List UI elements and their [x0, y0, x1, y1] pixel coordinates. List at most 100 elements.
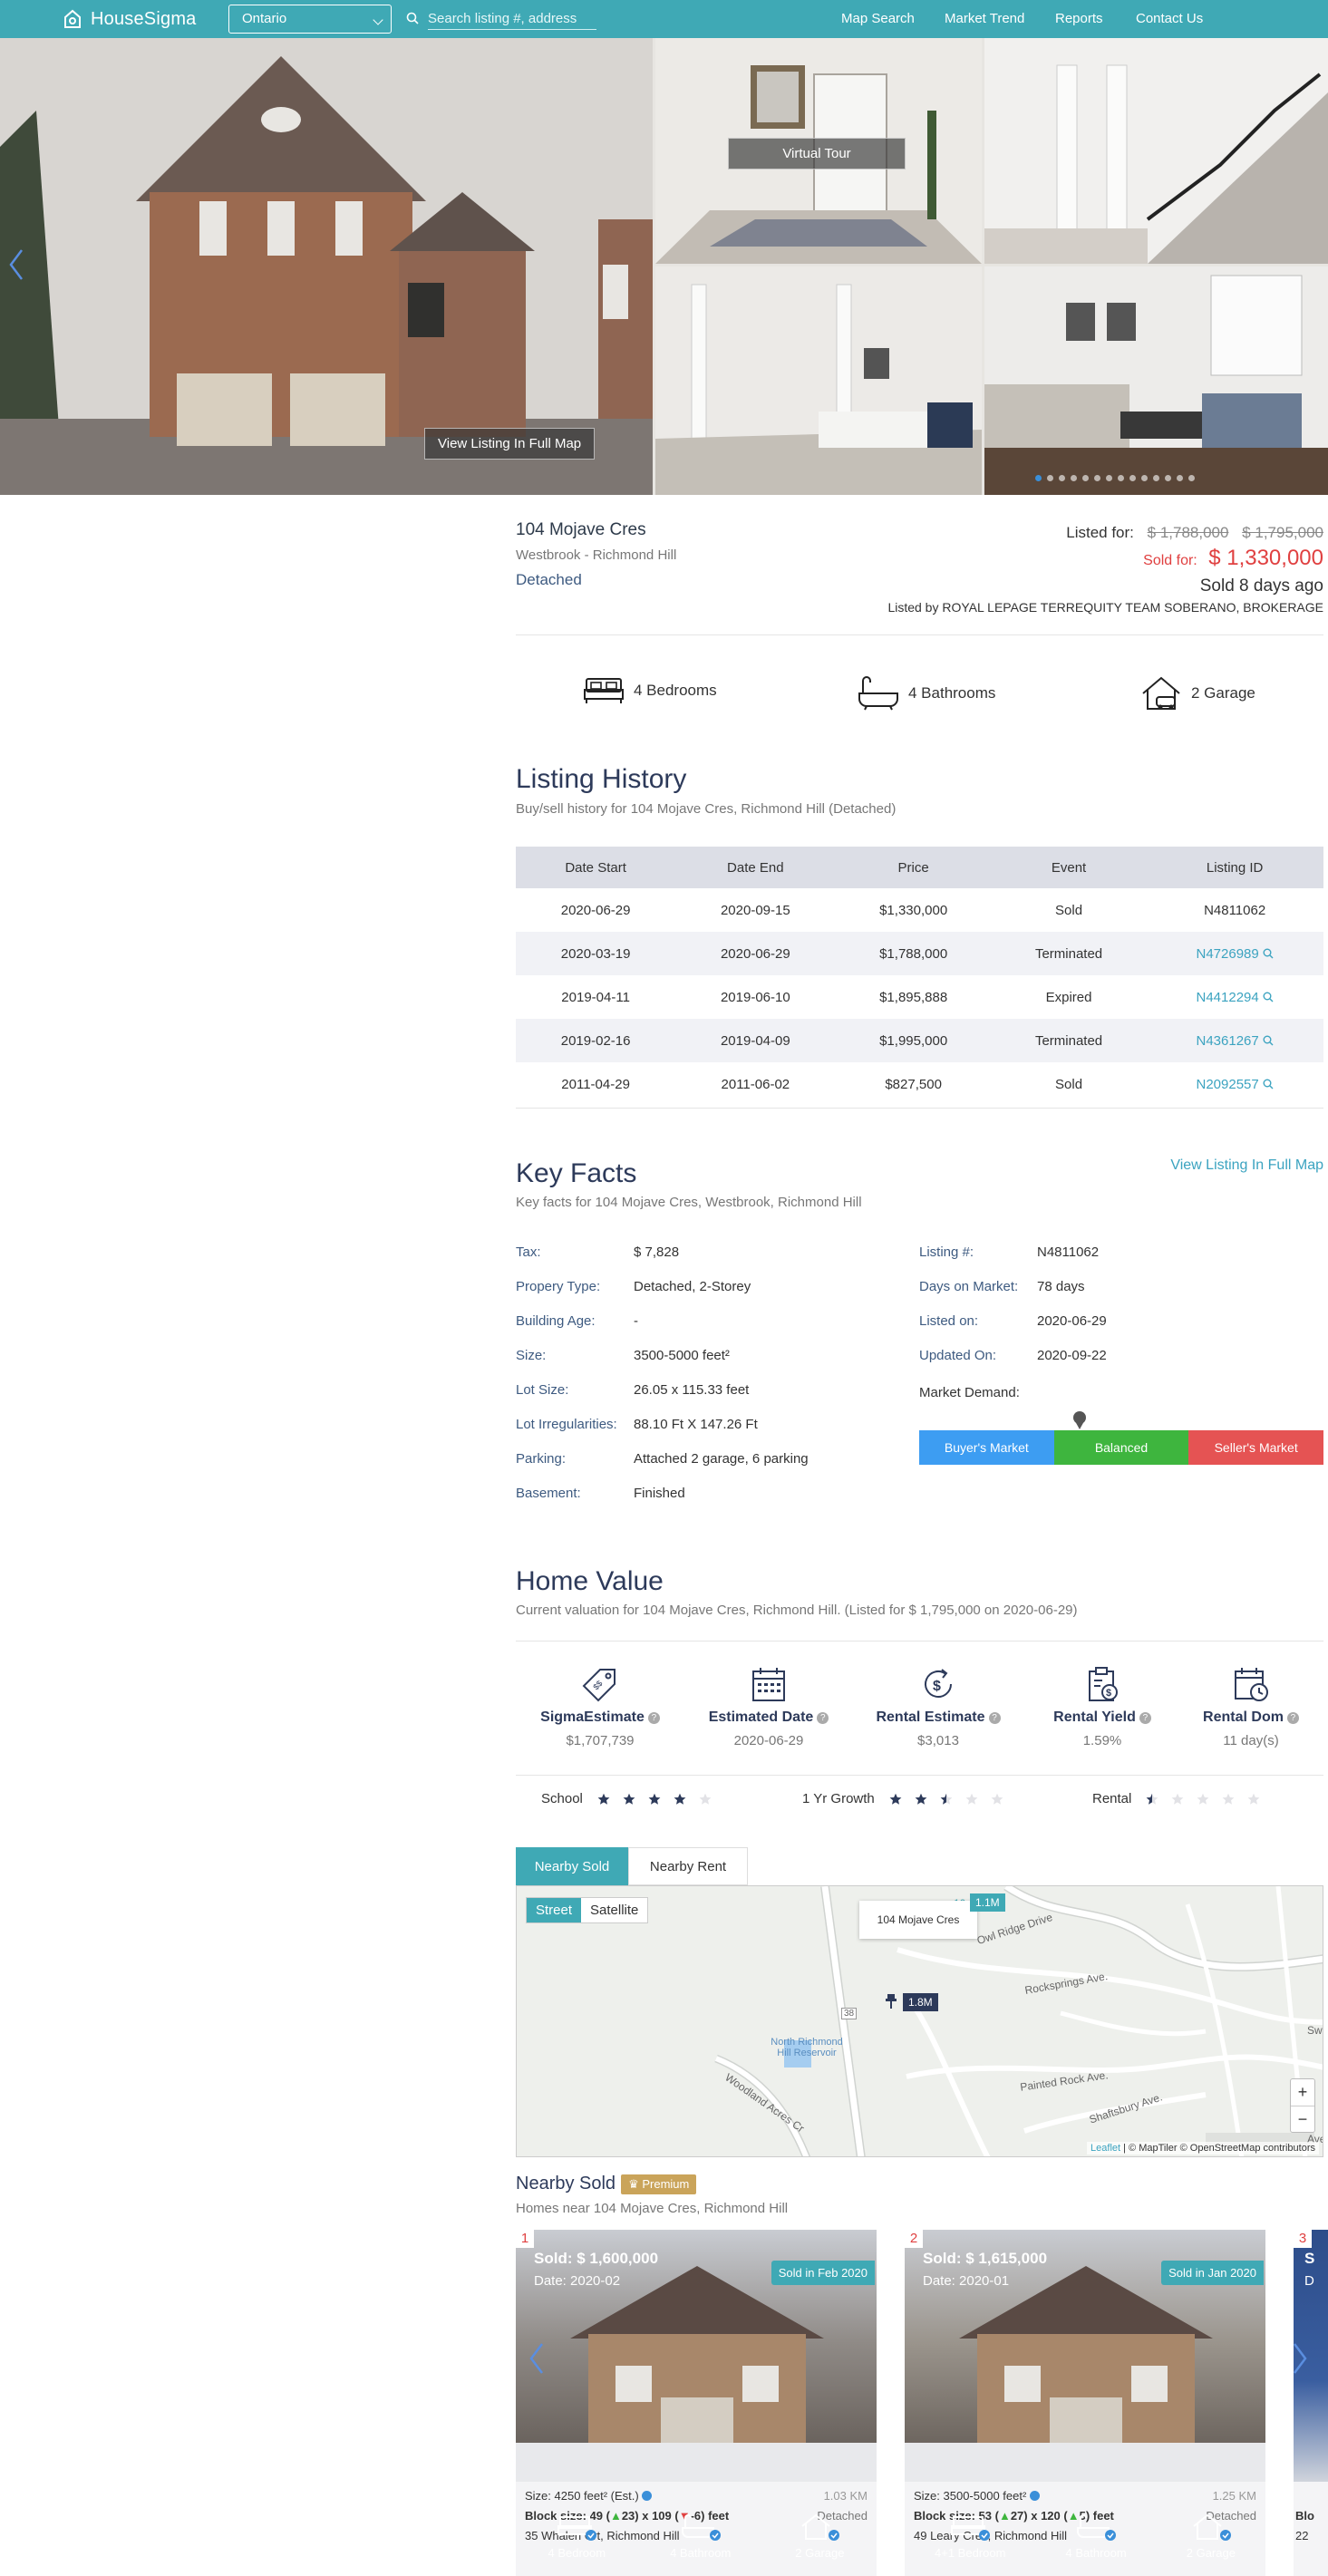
tab-nearby-rent[interactable]: Nearby Rent	[628, 1847, 748, 1885]
nav-market-trend[interactable]: Market Trend	[945, 11, 1025, 26]
table-row: 2019-04-11 2019-06-10 $1,895,888 Expired…	[516, 975, 1323, 1019]
card-property-type: Detached	[1206, 2509, 1256, 2523]
segment-buyers-market: Buyer's Market	[919, 1430, 1054, 1465]
photo-staircase[interactable]	[984, 38, 1328, 264]
photo-gallery: View Listing In Full Map Virtual Tour	[0, 38, 1328, 495]
verified-icon	[642, 2491, 653, 2501]
gallery-dot[interactable]	[1153, 475, 1159, 481]
card-block-row: Blo	[1295, 2509, 1314, 2523]
table-row: 2020-03-19 2020-06-29 $1,788,000 Termina…	[516, 932, 1323, 975]
help-icon[interactable]: ?	[647, 1712, 660, 1724]
carousel-next-arrow[interactable]	[1291, 2340, 1309, 2377]
gallery-dot[interactable]	[1059, 475, 1065, 481]
cell-start: 2020-06-29	[516, 888, 676, 932]
nearby-sold-card[interactable]: 1 Sold: $ 1,600,000 Date: 2020-02 Sold in F…	[516, 2230, 877, 2576]
listing-id-link[interactable]: N4412294	[1146, 975, 1323, 1019]
tab-nearby-sold[interactable]: Nearby Sold	[516, 1847, 628, 1885]
nav-map-search[interactable]: Map Search	[841, 11, 915, 26]
gallery-dot[interactable]	[1188, 475, 1195, 481]
fact-value: -	[634, 1313, 638, 1329]
gallery-dot[interactable]	[1047, 475, 1053, 481]
cell-event: Expired	[991, 975, 1147, 1019]
nearby-map[interactable]: Owl Ridge Drive Rocksprings Ave. Painted…	[516, 1885, 1323, 2157]
photo-foyer[interactable]: Virtual Tour	[655, 38, 982, 264]
listed-for-prices: Listed for: $ 1,788,000 $ 1,795,000	[1066, 524, 1323, 542]
carousel-prev-arrow[interactable]	[528, 2340, 546, 2377]
rating-school: School	[541, 1791, 712, 1806]
gallery-dot[interactable]	[1071, 475, 1077, 481]
card-sold-price: Sold: $ 1,600,000	[534, 2250, 659, 2267]
nav-contact-us[interactable]: Contact Us	[1136, 11, 1204, 26]
card-rank: 1	[516, 2230, 534, 2248]
fact-key: Parking:	[516, 1451, 567, 1467]
gallery-dot[interactable]	[1106, 475, 1112, 481]
listing-type: Detached	[516, 571, 582, 588]
listing-id-link[interactable]: N4726989	[1146, 932, 1323, 975]
gallery-dot[interactable]	[1118, 475, 1124, 481]
card-bathrooms: 4 Bathroom	[670, 2513, 731, 2560]
fact-value: Detached, 2-Storey	[634, 1279, 751, 1294]
main-photo[interactable]: View Listing In Full Map	[0, 38, 653, 495]
card-info: Blo 22	[1294, 2482, 1328, 2576]
search-icon	[1263, 992, 1274, 1002]
help-icon[interactable]: ?	[817, 1712, 829, 1724]
fact-value: 88.10 Ft X 147.26 Ft	[634, 1417, 758, 1432]
card-address[interactable]: 35 Whalen Crt, Richmond Hill	[525, 2529, 680, 2542]
map-street-button[interactable]: Street	[527, 1898, 582, 1922]
listing-id-link[interactable]: N2092557	[1146, 1062, 1323, 1106]
table-row: 2020-06-29 2020-09-15 $1,330,000 Sold N4…	[516, 888, 1323, 932]
gallery-dot[interactable]	[1094, 475, 1100, 481]
home-value-subtitle: Current valuation for 104 Mojave Cres, R…	[516, 1603, 1078, 1618]
estimated-date: Estimated Date? 2020-06-29	[689, 1664, 848, 1748]
price-marker[interactable]: 1.8M	[903, 1993, 938, 2011]
map-satellite-button[interactable]: Satellite	[590, 1903, 639, 1918]
gallery-dot[interactable]	[1165, 475, 1171, 481]
rental-estimate-value: $3,013	[917, 1733, 959, 1748]
chevron-down-icon	[373, 15, 383, 25]
virtual-tour-button[interactable]: Virtual Tour	[728, 138, 906, 169]
help-icon[interactable]: ?	[1139, 1712, 1151, 1724]
help-icon[interactable]: ?	[988, 1712, 1001, 1724]
star-icon	[1222, 1793, 1235, 1805]
view-full-map-link[interactable]: View Listing In Full Map	[1170, 1157, 1323, 1173]
gallery-dot[interactable]	[1035, 475, 1042, 481]
photo-living-room[interactable]	[655, 266, 982, 495]
cell-price: $827,500	[835, 1062, 992, 1106]
zoom-out-button[interactable]: −	[1297, 2110, 1308, 2128]
cell-start: 2011-04-29	[516, 1062, 676, 1106]
arrow-up-icon: ▲	[1067, 2509, 1080, 2523]
gallery-dot[interactable]	[1141, 475, 1148, 481]
nearby-sold-card[interactable]: 3 S D Blo 22	[1294, 2230, 1328, 2576]
key-facts-title: Key Facts	[516, 1158, 637, 1188]
view-full-map-button[interactable]: View Listing In Full Map	[424, 428, 596, 460]
gallery-prev-arrow[interactable]	[7, 247, 25, 283]
search-input[interactable]	[428, 8, 596, 30]
help-icon[interactable]: ?	[1286, 1712, 1299, 1724]
brand-logo[interactable]: HouseSigma	[62, 7, 197, 31]
rental-yield-label: Rental Yield	[1053, 1709, 1136, 1725]
nearby-sold-card[interactable]: 2 Sold: $ 1,615,000 Date: 2020-01 Sold in J…	[905, 2230, 1265, 2576]
gallery-dot[interactable]	[1177, 475, 1183, 481]
staircase-photo	[984, 38, 1328, 264]
zoom-in-button[interactable]: +	[1291, 2079, 1314, 2106]
fact-value: 26.05 x 115.33 feet	[634, 1382, 750, 1398]
card-size: Size: 4250 feet² (Est.)	[525, 2489, 639, 2503]
gallery-dot[interactable]	[1129, 475, 1136, 481]
premium-badge: ♛ Premium	[621, 2174, 697, 2194]
photo-family-room[interactable]	[984, 266, 1328, 495]
gallery-dot[interactable]	[1082, 475, 1089, 481]
sold-for-label: Sold for:	[1143, 553, 1197, 568]
price-marker[interactable]: 1.1M	[970, 1893, 1005, 1912]
card-distance: 1.25 KM	[1212, 2489, 1256, 2503]
fact-value: 78 days	[1037, 1279, 1085, 1294]
nav-reports[interactable]: Reports	[1055, 11, 1103, 26]
province-select[interactable]: Ontario	[228, 5, 392, 34]
listing-id-link[interactable]: N4361267	[1146, 1019, 1323, 1062]
map-type-toggle: Street Satellite	[526, 1897, 649, 1923]
map-tiles	[517, 1886, 1323, 2156]
fact-key: Propery Type:	[516, 1279, 601, 1294]
leaflet-link[interactable]: Leaflet	[1091, 2143, 1121, 2154]
rating-rental: Rental	[1092, 1791, 1260, 1806]
card-photo	[1294, 2230, 1328, 2482]
brand-name: HouseSigma	[91, 8, 197, 29]
